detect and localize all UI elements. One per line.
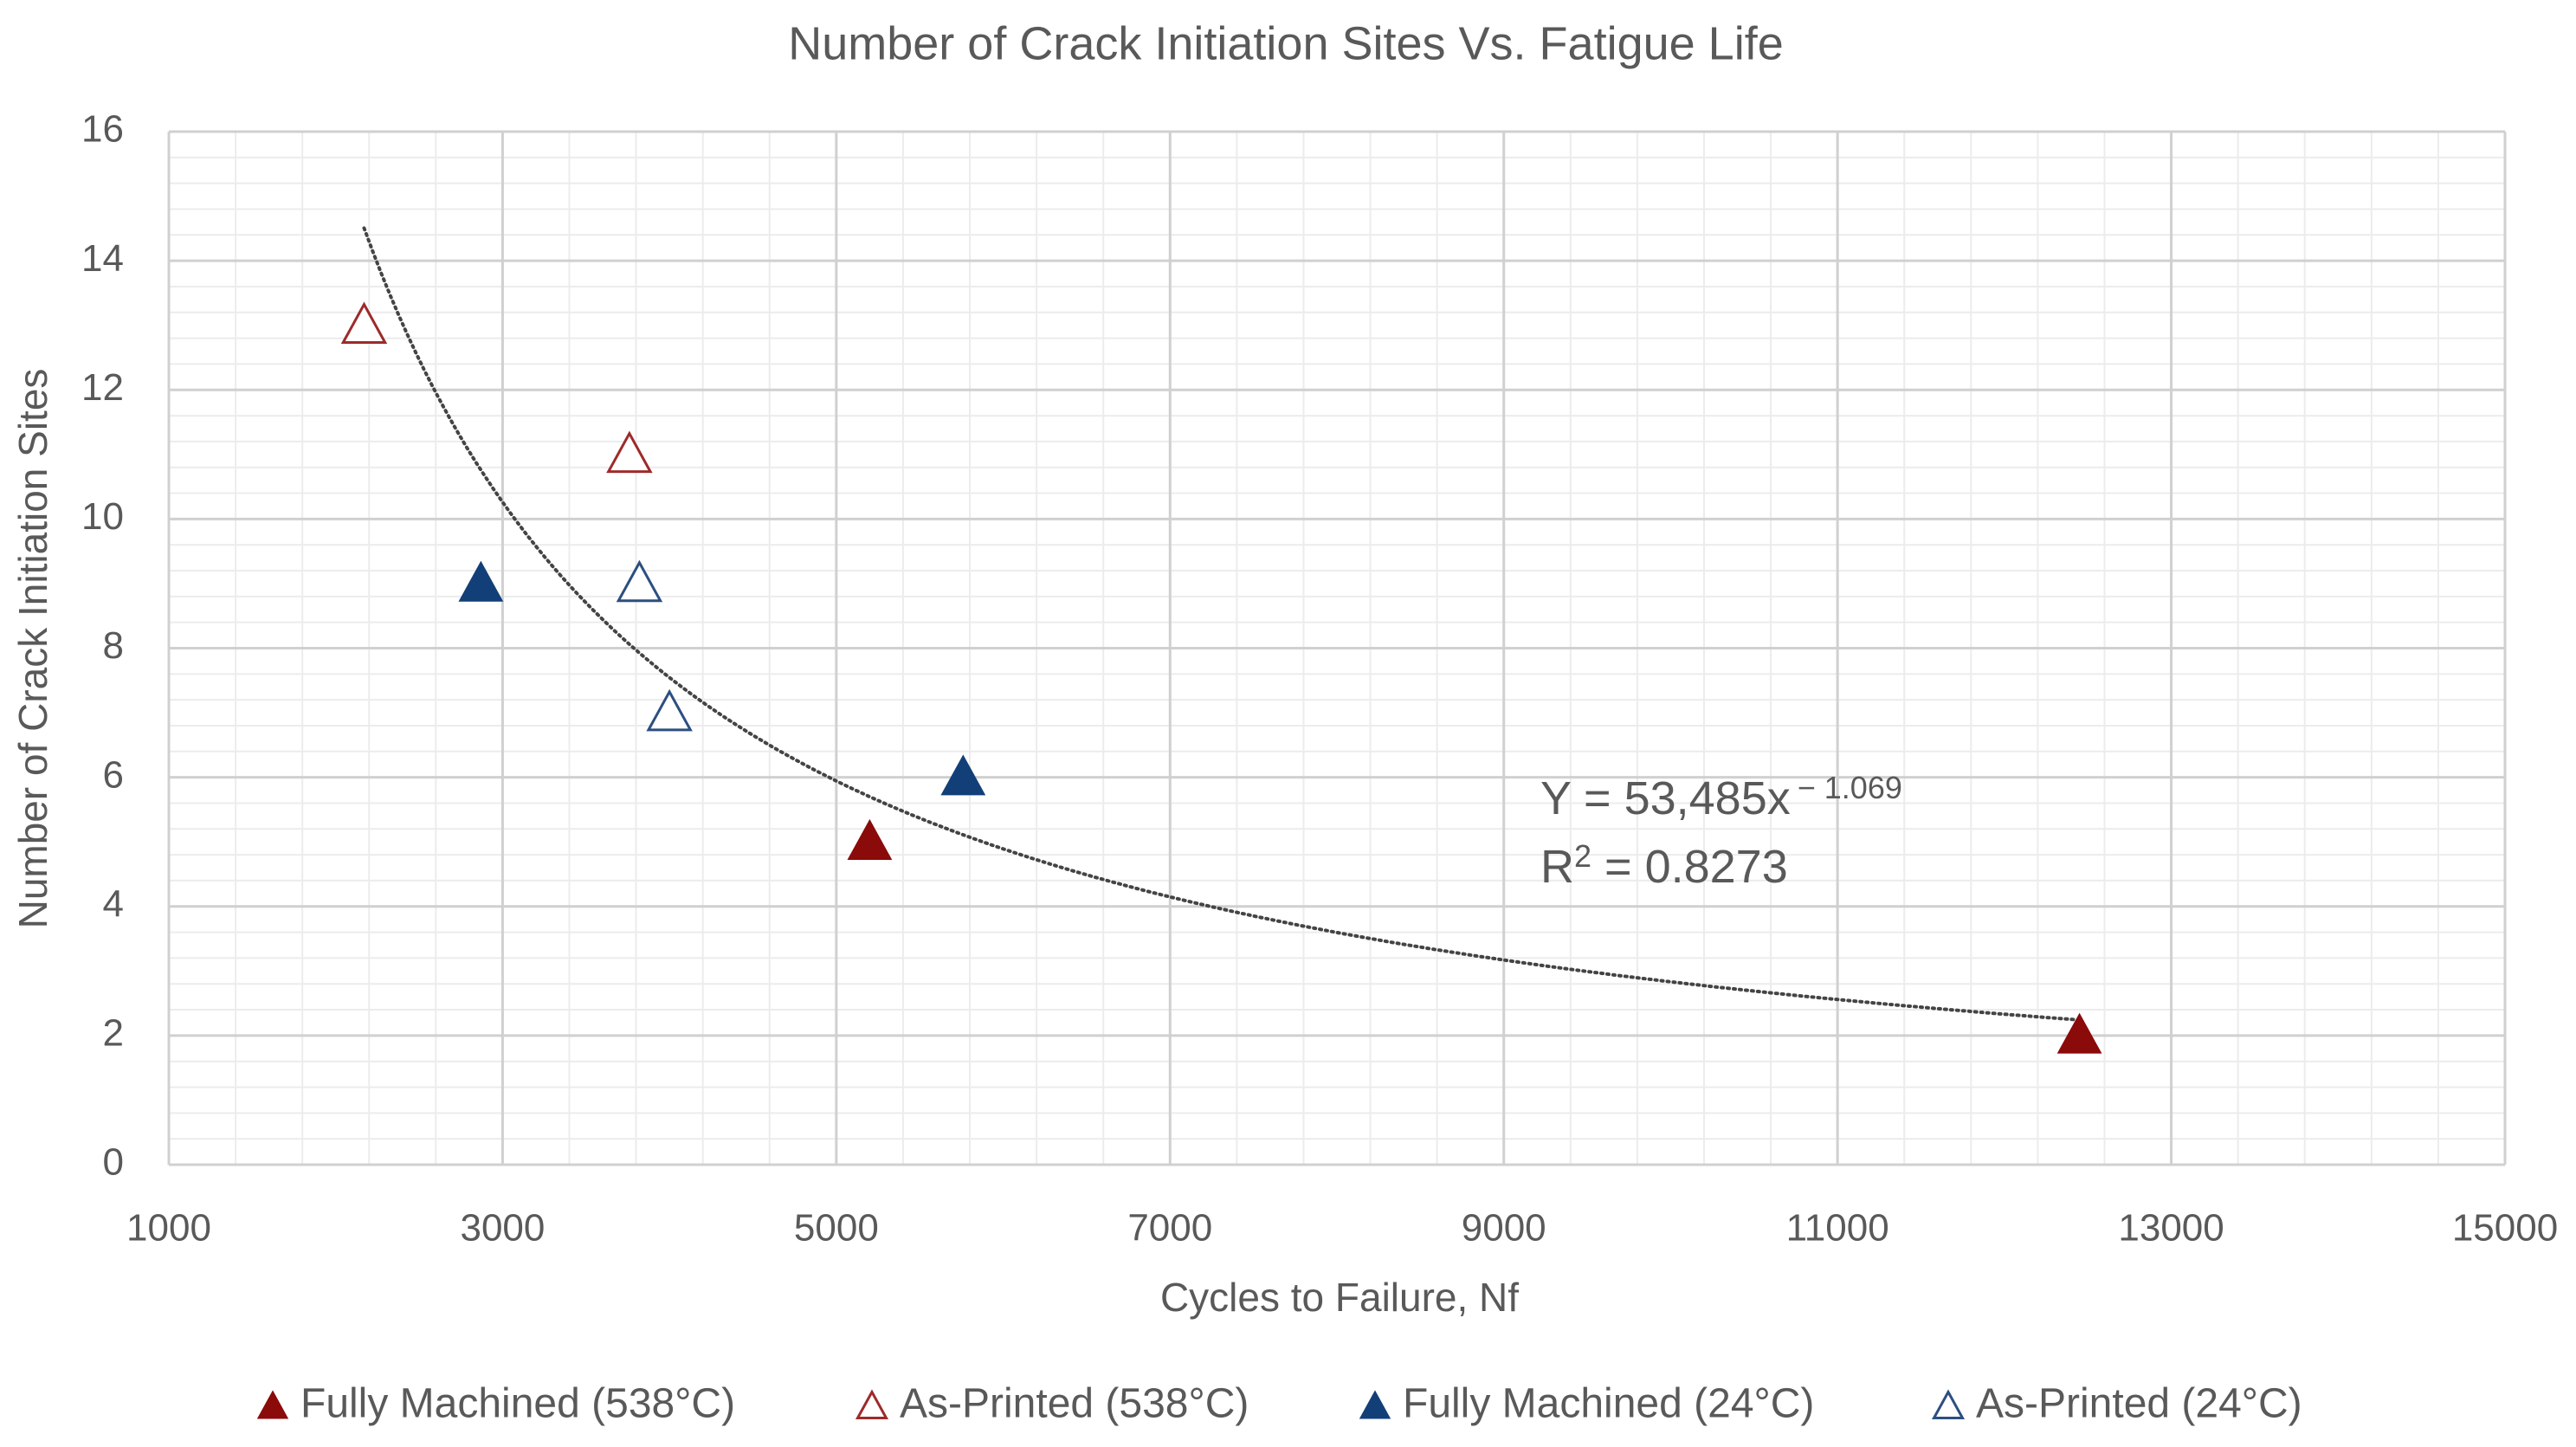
x-tick-label: 3000	[460, 1207, 545, 1250]
x-axis-title: Cycles to Failure, Nf	[1160, 1275, 1519, 1320]
marker	[340, 301, 388, 344]
marker	[1359, 1390, 1391, 1419]
legend-item: Fully Machined (24°C)	[1359, 1381, 1814, 1427]
trendline	[362, 226, 2082, 1022]
x-tick-label: 1000	[126, 1207, 211, 1250]
y-tick-label: 10	[81, 495, 124, 538]
y-tick-label: 0	[103, 1141, 124, 1184]
y-tick-label: 4	[103, 882, 124, 925]
marker	[616, 559, 663, 603]
x-tick-label: 5000	[794, 1207, 879, 1250]
x-tick-label: 11000	[1786, 1207, 1889, 1250]
x-tick-label: 15000	[2452, 1207, 2558, 1250]
marker	[855, 1389, 889, 1419]
y-axis-title: Number of Crack Initiation Sites	[10, 369, 55, 929]
y-tick-label: 14	[81, 237, 124, 280]
trendline-equation: Y = 53,485x − 1.069	[1540, 770, 1902, 825]
legend-label: Fully Machined (24°C)	[1403, 1381, 1814, 1427]
legend-item: As-Printed (538°C)	[855, 1381, 1249, 1427]
legend-label: As-Printed (24°C)	[1976, 1381, 2302, 1427]
y-tick-label: 16	[81, 108, 124, 151]
legend-item: As-Printed (24°C)	[1931, 1381, 2302, 1427]
y-tick-label: 12	[81, 366, 124, 409]
y-tick-label: 2	[103, 1012, 124, 1055]
y-tick-label: 6	[103, 753, 124, 796]
marker	[256, 1390, 289, 1419]
legend-label: Fully Machined (538°C)	[300, 1381, 735, 1427]
legend-label: As-Printed (538°C)	[900, 1381, 1249, 1427]
equation-text: Y = 53,485x	[1540, 772, 1791, 824]
r-squared: R2 = 0.8273	[1540, 838, 1788, 894]
x-tick-label: 7000	[1127, 1207, 1212, 1250]
marker	[940, 754, 986, 796]
marker	[458, 560, 504, 602]
marker	[646, 688, 693, 732]
x-tick-label: 13000	[2118, 1207, 2224, 1250]
r-squared-sup: 2	[1574, 838, 1591, 874]
y-tick-label: 8	[103, 624, 124, 667]
x-tick-label: 9000	[1462, 1207, 1546, 1250]
marker	[847, 818, 893, 860]
r-squared-value: = 0.8273	[1591, 841, 1788, 893]
marker	[2056, 1012, 2102, 1054]
legend-item: Fully Machined (538°C)	[256, 1381, 735, 1427]
r-squared-text: R	[1540, 841, 1574, 893]
equation-exponent: − 1.069	[1798, 770, 1902, 805]
marker	[606, 430, 653, 474]
marker	[1931, 1389, 1966, 1419]
chart-title: Number of Crack Initiation Sites Vs. Fat…	[788, 17, 1784, 69]
